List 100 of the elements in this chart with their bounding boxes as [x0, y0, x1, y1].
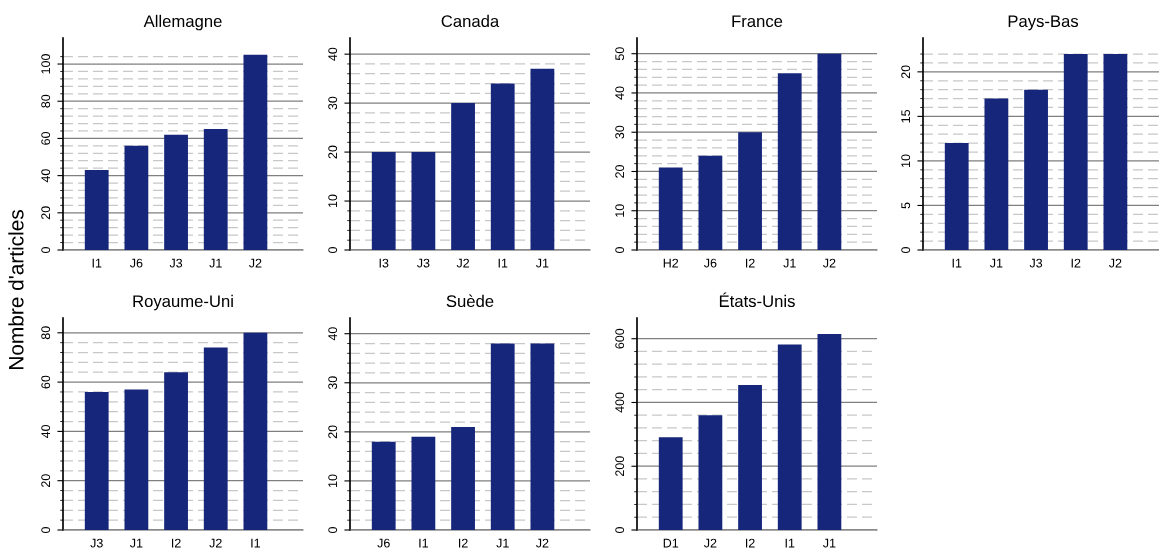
y-tick-label: 20 [41, 474, 51, 488]
bar [203, 129, 228, 250]
x-tick-label: J2 [1108, 258, 1122, 268]
bar [371, 441, 396, 530]
x-tick-label: J1 [783, 258, 796, 268]
x-tick-label: J3 [169, 258, 183, 268]
bar [738, 384, 762, 530]
chart-title: États-Unis [719, 292, 795, 308]
bar [530, 68, 555, 250]
chart-title: Suède [446, 294, 494, 308]
y-axis-title: Nombre d'articles [8, 210, 24, 370]
x-tick-label: D1 [663, 538, 679, 548]
x-tick-label: I3 [379, 258, 389, 268]
x-tick-label: J1 [989, 258, 1003, 268]
y-tick-label: 60 [41, 375, 51, 389]
y-tick-label: 20 [41, 206, 51, 220]
bar [984, 98, 1009, 250]
y-tick-label: 5 [901, 202, 911, 209]
y-tick-label: 40 [41, 169, 51, 183]
y-tick-label: 40 [328, 327, 338, 341]
bar [1063, 54, 1088, 250]
x-tick-label: J2 [456, 258, 470, 268]
y-tick-label: 10 [615, 204, 625, 217]
bar [243, 332, 268, 530]
x-tick-label: J3 [416, 258, 430, 268]
y-tick-label: 20 [615, 165, 625, 178]
chart-title: Canada [441, 14, 500, 28]
x-tick-label: J3 [90, 538, 103, 548]
x-tick-label: J6 [703, 258, 717, 268]
x-tick-label: J6 [377, 538, 390, 548]
bar [817, 333, 842, 530]
bar [1103, 54, 1128, 250]
y-tick-label: 0 [41, 247, 51, 253]
y-tick-label: 80 [41, 94, 51, 108]
bar [84, 391, 109, 530]
y-tick-label: 600 [615, 328, 625, 349]
x-tick-label: I1 [419, 538, 428, 548]
chart-title: Allemagne [143, 14, 222, 31]
y-tick-label: 15 [901, 109, 911, 123]
bar [944, 143, 969, 250]
bar [658, 437, 683, 530]
bar [203, 347, 228, 530]
y-tick-label: 10 [328, 474, 338, 487]
bar [84, 170, 109, 250]
y-tick-label: 40 [328, 47, 338, 61]
y-tick-label: 30 [328, 96, 338, 110]
bar [164, 372, 188, 530]
x-tick-label: J2 [822, 258, 836, 268]
bar [411, 436, 436, 530]
y-tick-label: 20 [328, 425, 338, 439]
chart-title: Royaume-Uni [133, 294, 233, 311]
x-tick-label: I2 [172, 538, 181, 548]
x-tick-label: I1 [952, 258, 962, 268]
x-tick-label: I1 [251, 538, 260, 548]
bar [451, 103, 475, 250]
y-tick-label: 30 [328, 376, 338, 390]
y-tick-label: 0 [615, 247, 625, 253]
bar [411, 152, 436, 250]
x-tick-label: H2 [663, 258, 679, 268]
bar [777, 73, 802, 250]
y-tick-label: 0 [328, 247, 338, 253]
y-tick-label: 30 [615, 125, 625, 139]
x-tick-label: J1 [496, 538, 509, 548]
y-tick-label: 50 [615, 47, 625, 61]
bar [738, 132, 762, 250]
x-tick-label: J1 [535, 258, 549, 268]
bar [698, 415, 723, 530]
y-tick-label: 20 [328, 145, 338, 159]
y-tick-label: 0 [901, 247, 911, 253]
x-tick-label: J2 [703, 538, 717, 548]
y-tick-label: 80 [41, 326, 51, 340]
y-tick-label: 0 [41, 527, 51, 533]
bar [530, 343, 555, 530]
chart-title: Pays-Bas [1008, 15, 1079, 31]
x-tick-label: I1 [498, 258, 508, 268]
y-tick-label: 20 [901, 65, 911, 79]
bar [371, 152, 396, 250]
bar [124, 145, 149, 250]
y-tick-label: 200 [615, 456, 625, 477]
y-tick-label: 40 [41, 424, 51, 439]
x-tick-label: J1 [822, 538, 836, 548]
x-tick-label: J1 [209, 258, 222, 268]
y-tick-label: 10 [328, 194, 338, 208]
y-tick-label: 10 [901, 154, 911, 167]
x-tick-label: J2 [209, 538, 222, 548]
x-tick-label: J2 [535, 538, 549, 548]
bar [817, 53, 842, 250]
x-tick-label: J2 [248, 258, 262, 268]
bar [1024, 89, 1048, 250]
bar [658, 167, 683, 250]
bar [490, 83, 515, 250]
chart-title: France [732, 15, 783, 28]
y-tick-label: 0 [328, 527, 338, 533]
y-tick-label: 400 [615, 392, 625, 413]
bar [490, 343, 515, 530]
bar [164, 134, 188, 250]
bar [451, 426, 475, 530]
x-tick-label: I2 [746, 258, 755, 268]
bar [243, 54, 268, 250]
bar [124, 389, 149, 530]
